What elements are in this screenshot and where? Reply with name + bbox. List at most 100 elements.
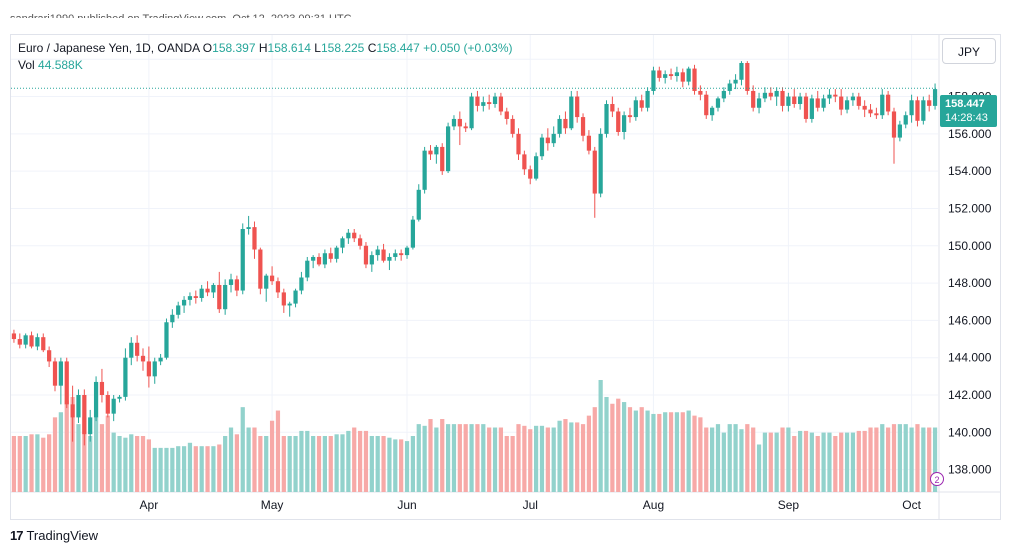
candle-body [792,96,797,105]
volume-bar [422,425,427,492]
volume-bar [586,415,592,492]
candle-body [29,335,34,347]
volume-bar [756,444,762,492]
volume-bar [281,436,286,492]
volume-bar [340,434,345,492]
candle-body [844,100,850,110]
candle-body [639,100,644,108]
candle-body [862,105,867,110]
candle-body [82,395,87,435]
volume-bar [698,417,703,492]
volume-bar [164,447,169,492]
volume-bar [399,439,404,492]
volume-bar [275,410,281,492]
candle-body [522,154,527,170]
candle-body [475,96,480,106]
candle-body [281,292,286,306]
candle-body [886,94,891,112]
candle-body [334,247,339,259]
candle-body [93,381,99,418]
candle-body [375,249,380,256]
volume-bar [897,424,902,492]
volume-bar [745,424,750,492]
symbol-label[interactable]: Euro / Japanese Yen, 1D, OANDA [18,41,200,55]
volume-bar [375,436,380,492]
volume-bar [105,415,110,492]
volume-bar [774,432,779,492]
candle-body [428,150,433,155]
volume-bar [657,413,662,492]
open-label: O [202,41,213,55]
candle-body [704,94,709,116]
volume-bar [357,430,363,492]
close-value: 158.447 [376,41,420,55]
candle-body [381,249,386,261]
volume-bar [410,436,416,492]
candle-body [516,133,521,155]
volume-bar [692,415,697,492]
candle-body [246,227,251,229]
candle-body [897,124,902,138]
volume-bar [463,424,468,492]
time-tick-label: Oct [902,498,921,512]
volume-bar [915,424,920,492]
candle-body [839,96,844,110]
price-tick-label: 152.000 [948,201,992,215]
volume-bar [381,436,386,492]
candle-body [11,333,17,340]
volume-pane-badge[interactable]: 2 [930,472,944,486]
volume-bar [481,424,486,492]
candle-body [164,322,169,358]
volume-bar [862,430,867,492]
volume-bar [803,430,809,492]
candle-body [627,115,633,118]
candle-body [768,92,773,97]
candle-body [205,288,210,293]
candle-body [451,118,457,127]
volume-bar [88,436,93,492]
candle-body [369,255,374,265]
candle-body [17,339,22,345]
candle-body [909,100,914,116]
tradingview-logo-icon: 17 [10,528,24,543]
time-tick-label: May [261,498,284,512]
tradingview-logo[interactable]: 17 TradingView [10,528,98,543]
candle-body [158,357,163,362]
candle-body [445,126,451,172]
volume-bar [193,446,198,492]
candle-body [680,72,685,82]
currency-button[interactable]: JPY [942,38,996,64]
volume-bar [856,430,861,492]
candle-body [668,74,674,77]
candle-body [440,146,445,172]
volume-bar [176,446,181,492]
candle-body [76,395,81,418]
volume-bar [880,424,885,492]
candle-body [70,404,75,418]
volume-label[interactable]: Vol [18,58,35,72]
volume-bar [492,427,498,492]
candle-body [545,137,550,144]
volume-bar [710,427,715,492]
volume-bar [23,436,28,492]
chart-frame[interactable] [10,34,1001,520]
candle-body [827,94,832,99]
candle-body [880,94,885,116]
volume-bar [886,427,891,492]
volume-bar [563,419,568,492]
candle-body [481,102,486,106]
candle-body [850,96,856,101]
volume-bar [798,430,803,492]
volume-bar [674,412,680,492]
volume-bar [575,422,580,492]
volume-bar [580,424,586,492]
candle-body [686,68,691,82]
candle-body [322,253,328,265]
close-label: C [367,41,377,55]
volume-bar [428,419,433,492]
volume-bar [52,417,58,492]
candle-body [457,118,462,127]
volume-bar [140,436,146,492]
candle-body [809,98,814,119]
